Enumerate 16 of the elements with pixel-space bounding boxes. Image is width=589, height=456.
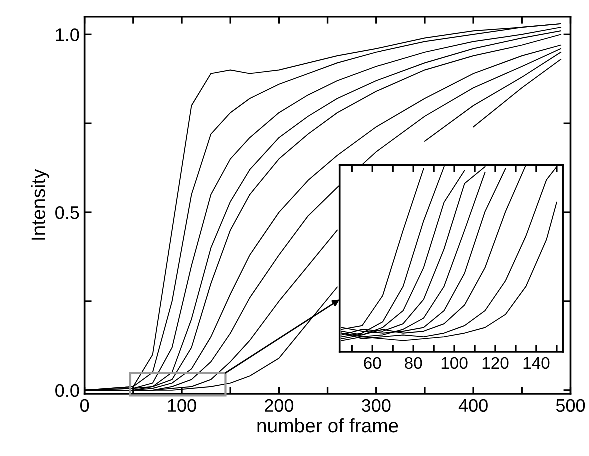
x-tick-label: 100 xyxy=(442,357,468,370)
x-tick-label: 100 xyxy=(168,399,196,412)
x-tick-label: 400 xyxy=(458,399,488,412)
x-tick-label: 120 xyxy=(482,357,509,370)
x-tick-label: 60 xyxy=(364,357,382,370)
y-tick-label: 0.0 xyxy=(56,384,80,398)
x-axis-title: number of frame xyxy=(258,418,398,433)
y-tick-label: 1.0 xyxy=(56,28,80,42)
x-tick-label: 80 xyxy=(405,357,422,370)
x-tick-label: 200 xyxy=(265,399,294,412)
x-tick-label: 300 xyxy=(362,399,391,412)
x-tick-label: 0 xyxy=(80,399,90,412)
x-tick-label: 500 xyxy=(556,399,586,412)
x-tick-label: 140 xyxy=(524,357,550,370)
y-axis-title: Intensity xyxy=(31,169,50,240)
y-tick-label: 0.5 xyxy=(56,206,80,220)
